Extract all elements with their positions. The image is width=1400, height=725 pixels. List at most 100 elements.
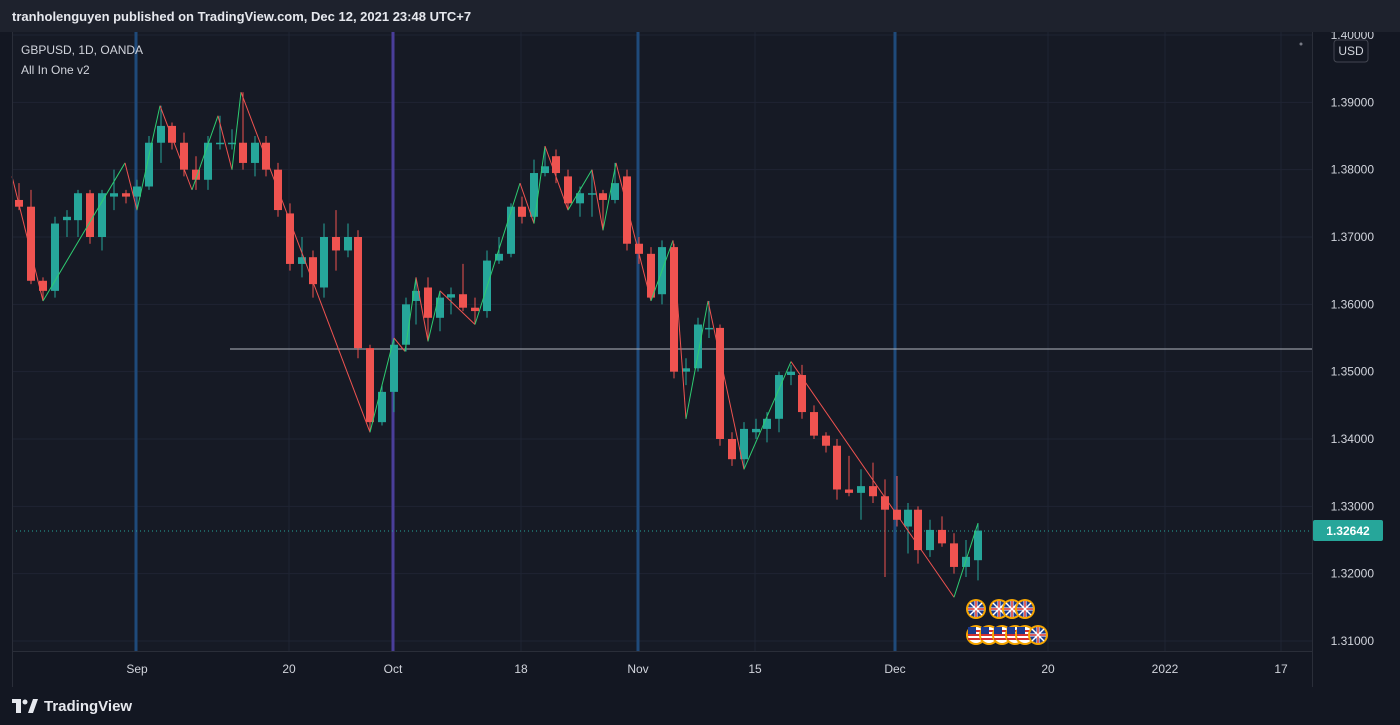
price-tick-label: 1.39000 [1331, 95, 1375, 109]
candle-body[interactable] [122, 193, 130, 197]
candle-body[interactable] [507, 206, 515, 254]
candle-body[interactable] [262, 142, 270, 170]
candle-body[interactable] [740, 428, 748, 460]
candle-body[interactable] [390, 344, 398, 392]
candle-body[interactable] [705, 327, 713, 330]
candle-body[interactable] [228, 142, 236, 145]
currency-badge[interactable] [1333, 39, 1369, 63]
candle-body[interactable] [810, 412, 818, 436]
candle-body[interactable] [881, 496, 889, 510]
uk-flag-icon[interactable] [1028, 625, 1048, 645]
indicator-legend[interactable]: All In One v2 [21, 63, 90, 77]
candle-body[interactable] [845, 489, 853, 493]
candle-body[interactable] [752, 428, 760, 433]
candle-body[interactable] [180, 142, 188, 170]
tradingview-logo[interactable]: TradingView [12, 698, 132, 715]
candle-body[interactable] [962, 556, 970, 567]
zigzag-segment [11, 176, 44, 302]
candle-body[interactable] [822, 435, 830, 446]
candle-body[interactable] [145, 142, 153, 187]
candle-body[interactable] [541, 166, 549, 174]
candle-body[interactable] [728, 439, 736, 460]
candle-body[interactable] [938, 529, 946, 544]
candle-body[interactable] [599, 193, 607, 200]
candle-body[interactable] [495, 253, 503, 261]
candle-body[interactable] [798, 375, 806, 413]
price-axis[interactable]: 1.40000 1.39000 1.38000 1.37000 1.36000 1.350… [1331, 28, 1375, 648]
candle-body[interactable] [926, 529, 934, 551]
candle-body[interactable] [86, 193, 94, 237]
time-axis[interactable]: Sep 20 Oct 18 Nov 15 Dec 20 2022 17 [126, 662, 1288, 676]
uk-event-icons[interactable] [966, 599, 1035, 619]
candle-body[interactable] [635, 243, 643, 254]
candle-body[interactable] [286, 213, 294, 264]
candle-body[interactable] [51, 223, 59, 291]
candle-body[interactable] [402, 304, 410, 345]
pane-options-icon[interactable] [1299, 42, 1303, 46]
candle-body[interactable] [974, 530, 982, 561]
symbol-legend[interactable]: GBPUSD, 1D, OANDA [21, 43, 144, 57]
candle-body[interactable] [63, 216, 71, 221]
candle-body[interactable] [763, 418, 771, 429]
candle-body[interactable] [447, 294, 455, 298]
candle-body[interactable] [74, 193, 82, 221]
candle-body[interactable] [869, 486, 877, 497]
candle-body[interactable] [670, 247, 678, 372]
candle-body[interactable] [344, 237, 352, 251]
candle-body[interactable] [623, 176, 631, 244]
candle-body[interactable] [216, 142, 224, 145]
candle-body[interactable] [857, 486, 865, 493]
uk-flag-icon[interactable] [966, 599, 986, 619]
candle-body[interactable] [518, 206, 526, 217]
price-chart[interactable]: 1.40000 1.39000 1.38000 1.37000 1.36000 1.350… [0, 28, 1400, 687]
candle-body[interactable] [471, 307, 479, 312]
candle-body[interactable] [682, 368, 690, 372]
candlestick-series[interactable] [15, 92, 982, 581]
candle-body[interactable] [787, 371, 795, 376]
candle-body[interactable] [611, 183, 619, 200]
candle-body[interactable] [39, 280, 47, 291]
candle-body[interactable] [914, 509, 922, 551]
candle-body[interactable] [98, 193, 106, 237]
candle-body[interactable] [133, 186, 141, 197]
candle-body[interactable] [320, 237, 328, 288]
candle-body[interactable] [647, 253, 655, 298]
candle-body[interactable] [204, 142, 212, 180]
candle-body[interactable] [588, 193, 596, 195]
zigzag-segment [191, 115, 219, 191]
candle-body[interactable] [309, 257, 317, 285]
candle-body[interactable] [298, 257, 306, 264]
chart-pane[interactable] [12, 32, 1312, 651]
candle-body[interactable] [552, 156, 560, 174]
candle-body[interactable] [904, 509, 912, 527]
zigzag-segment [650, 240, 674, 302]
candle-body[interactable] [192, 169, 200, 180]
chart-area[interactable]: 1.40000 1.39000 1.38000 1.37000 1.36000 1.350… [0, 28, 1400, 687]
candle-body[interactable] [239, 142, 247, 163]
uk-flag-icon[interactable] [1015, 599, 1035, 619]
zigzag-segment [474, 182, 521, 325]
candle-body[interactable] [251, 142, 259, 163]
candle-body[interactable] [833, 445, 841, 490]
candle-body[interactable] [530, 173, 538, 217]
candle-body[interactable] [412, 290, 420, 301]
candle-body[interactable] [354, 237, 362, 349]
candle-body[interactable] [436, 297, 444, 318]
candle-body[interactable] [27, 206, 35, 281]
candle-body[interactable] [459, 294, 467, 308]
candle-body[interactable] [950, 543, 958, 567]
candle-body[interactable] [366, 348, 374, 423]
candle-body[interactable] [424, 287, 432, 318]
candle-body[interactable] [168, 125, 176, 143]
candle-body[interactable] [332, 237, 340, 251]
candle-body[interactable] [110, 193, 118, 197]
candle-body[interactable] [716, 327, 724, 439]
candle-body[interactable] [775, 375, 783, 419]
candle-body[interactable] [564, 176, 572, 204]
price-tick-label: 1.32000 [1331, 567, 1375, 581]
candle-body[interactable] [576, 193, 584, 204]
candle-body[interactable] [378, 391, 386, 423]
candle-body[interactable] [694, 324, 702, 369]
candle-body[interactable] [157, 125, 165, 143]
us-event-icons[interactable] [966, 625, 1048, 645]
